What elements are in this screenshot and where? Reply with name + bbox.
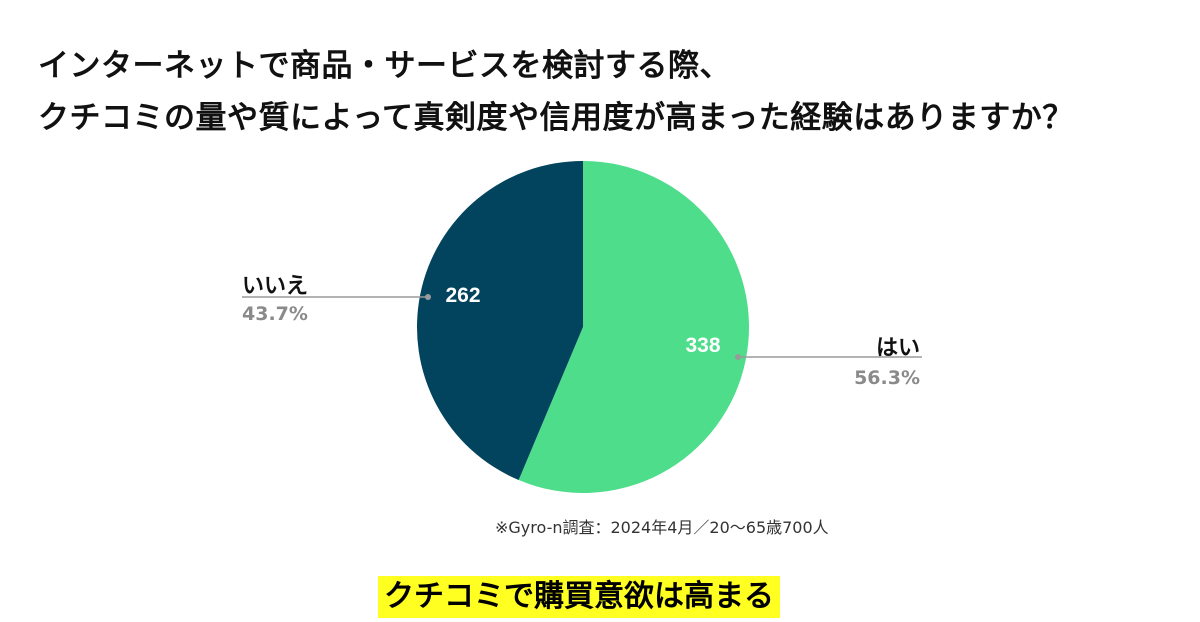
leader-dot-0 <box>735 354 741 360</box>
source-note: ※Gyro-n調査：2024年4月／20〜65歳700人 <box>495 518 829 537</box>
slice-value-label-0: 338 <box>685 334 720 357</box>
slice-percent-no: 43.7% <box>242 303 308 325</box>
slice-percent-yes: 56.3% <box>854 367 920 389</box>
chart-title-line-2: クチコミの量や質によって真剣度や信用度が高まった経験はありますか？ <box>38 100 1074 136</box>
chart-title-line-1: インターネットで商品・サービスを検討する際、 <box>38 48 731 84</box>
pie-slice-0 <box>518 161 749 493</box>
leader-dot-1 <box>425 294 431 300</box>
slice-value-label-1: 262 <box>445 284 480 307</box>
conclusion-banner: クチコミで購買意欲は高まる <box>378 576 780 618</box>
pie-slice-1 <box>416 161 583 481</box>
slice-label-yes: はい <box>875 336 920 361</box>
slice-label-no: いいえ <box>242 274 309 299</box>
chart-title: インターネットで商品・サービスを検討する際、 クチコミの量や質によって真剣度や信… <box>38 40 1168 144</box>
